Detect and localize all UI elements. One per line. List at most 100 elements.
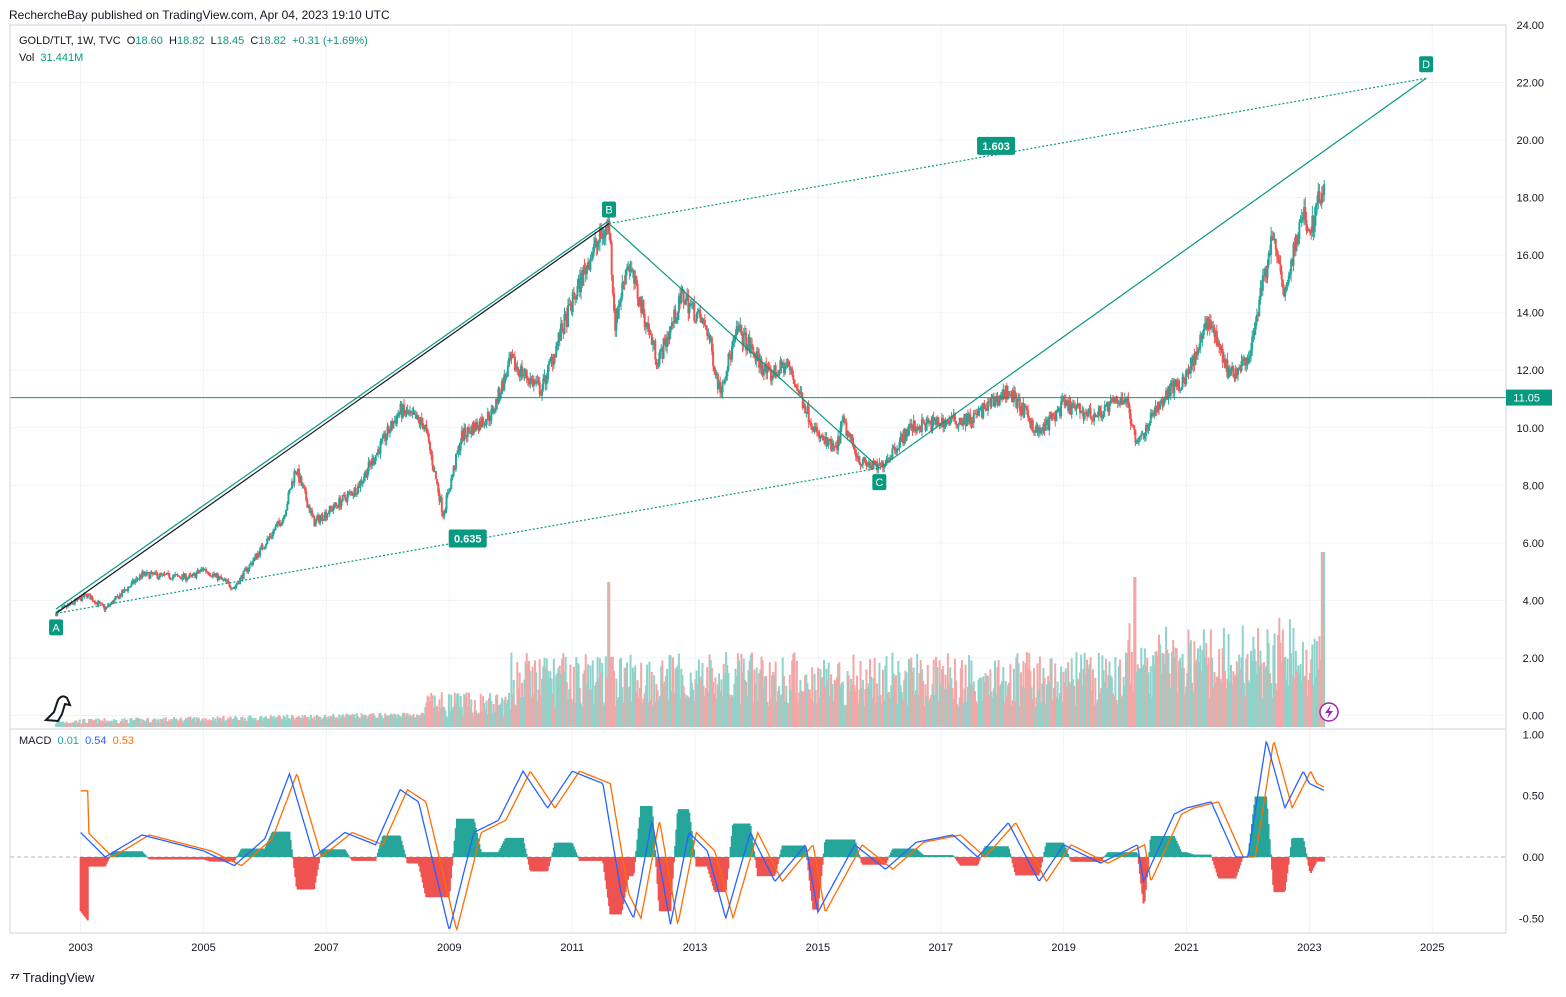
- volume-bar: [91, 720, 94, 727]
- macd-hist-bar: [1292, 837, 1295, 858]
- volume-bar: [1277, 634, 1280, 727]
- macd-hist-bar: [296, 857, 299, 890]
- macd-hist-bar: [208, 857, 211, 862]
- pattern-ratio-line[interactable]: [608, 77, 1427, 225]
- volume-bar: [419, 715, 422, 727]
- candle-body: [1305, 219, 1308, 231]
- macd-hist-bar: [387, 835, 390, 858]
- price-label-box: [1506, 389, 1552, 406]
- vol-label[interactable]: Vol: [19, 52, 35, 64]
- macd-hist-bar: [1296, 837, 1299, 858]
- volume-bar: [957, 706, 960, 727]
- candle-body: [916, 429, 919, 432]
- symbol-label[interactable]: GOLD/TLT, 1W, TVC: [19, 35, 121, 47]
- macd-hist-bar: [656, 857, 659, 884]
- point-label-box[interactable]: [1419, 56, 1434, 73]
- macd-hist-bar: [999, 846, 1002, 858]
- volume-bar: [1299, 664, 1302, 727]
- volume-bar: [733, 683, 736, 727]
- candle-body: [500, 381, 503, 395]
- point-label-box[interactable]: [49, 619, 64, 636]
- volume-bar: [1114, 657, 1117, 727]
- macd-hist-bar: [1162, 835, 1165, 858]
- volume-bar: [1095, 702, 1098, 727]
- volume-bar: [961, 660, 964, 727]
- volume-bar: [1252, 636, 1255, 727]
- macd-hist-bar: [1108, 852, 1111, 858]
- candle-body: [410, 411, 413, 413]
- volume-bar: [905, 672, 908, 727]
- macd-hist-bar: [1012, 857, 1015, 868]
- footer-brand[interactable]: ⁷⁷ TradingView: [10, 970, 94, 985]
- volume-bar: [751, 652, 754, 727]
- candle-body: [191, 573, 194, 576]
- macd-hist-bar: [281, 831, 284, 858]
- macd-hist-bar: [906, 848, 909, 858]
- volume-bar: [450, 694, 453, 727]
- pattern-leg-ab-dark[interactable]: [55, 223, 610, 614]
- macd-hist-bar: [604, 857, 607, 881]
- pattern-leg[interactable]: [55, 220, 610, 610]
- macd-hist-bar: [309, 857, 312, 890]
- volume-bar: [851, 684, 854, 727]
- pattern-leg[interactable]: [878, 77, 1427, 469]
- volume-bar: [833, 679, 836, 727]
- macd-hist-bar: [306, 857, 309, 890]
- macd-hist-bar: [915, 849, 918, 858]
- macd-hist-bar: [262, 848, 265, 858]
- macd-hist-bar: [625, 857, 628, 886]
- volume-bar: [1168, 673, 1171, 727]
- candle-body: [1285, 284, 1288, 288]
- candle-body: [188, 574, 191, 578]
- candle-body: [1099, 406, 1102, 411]
- macd-hist-bar: [379, 844, 382, 858]
- volume-bar: [1319, 659, 1322, 727]
- macd-label[interactable]: MACD: [19, 735, 52, 747]
- point-label-box[interactable]: [602, 201, 617, 218]
- macd-hist-bar: [1280, 857, 1283, 893]
- volume-bar: [1093, 705, 1096, 727]
- candle-body: [933, 419, 936, 422]
- volume-bar: [570, 698, 573, 727]
- volume-bar: [491, 713, 494, 727]
- candle-body: [626, 267, 629, 270]
- candle-body: [260, 545, 263, 548]
- volume-bar: [510, 652, 513, 727]
- candle-body: [549, 360, 552, 362]
- macd-hist-bar: [763, 857, 766, 877]
- candle-body: [216, 573, 219, 581]
- candle-body: [298, 468, 301, 483]
- macd-hist-bar: [365, 857, 368, 861]
- candle-body: [702, 319, 705, 321]
- volume-bar: [808, 689, 811, 727]
- point-label-box[interactable]: [872, 474, 887, 491]
- candle-body: [642, 300, 645, 314]
- macd-hist-bar: [789, 845, 792, 858]
- candle-body: [564, 313, 567, 315]
- volume-bar: [608, 582, 611, 727]
- candle-body: [314, 519, 317, 527]
- dino-icon[interactable]: [43, 695, 72, 723]
- macd-hist-bar: [703, 857, 706, 867]
- pattern-leg[interactable]: [608, 223, 880, 469]
- candle-body: [1320, 193, 1323, 204]
- ratio-label-box[interactable]: [977, 136, 1016, 155]
- volume-bar: [649, 699, 652, 727]
- candle-body: [1004, 385, 1007, 399]
- macd-hist-bar: [359, 857, 362, 861]
- candle-body: [406, 410, 409, 414]
- macd-hist-bar: [540, 857, 543, 872]
- volume-bar: [1108, 661, 1111, 727]
- volume-bar: [988, 695, 991, 727]
- ratio-label-box[interactable]: [448, 529, 487, 548]
- candle-body: [1002, 389, 1005, 400]
- macd-hist-bar: [971, 857, 974, 866]
- macd-hist-bar: [933, 855, 936, 858]
- candle-body: [1298, 222, 1301, 239]
- macd-hist-bar: [639, 806, 642, 858]
- volume-bar: [721, 695, 724, 727]
- candle-body: [1182, 376, 1185, 381]
- volume-bar: [801, 692, 804, 727]
- volume-bar: [705, 688, 708, 727]
- candle-body: [640, 296, 643, 313]
